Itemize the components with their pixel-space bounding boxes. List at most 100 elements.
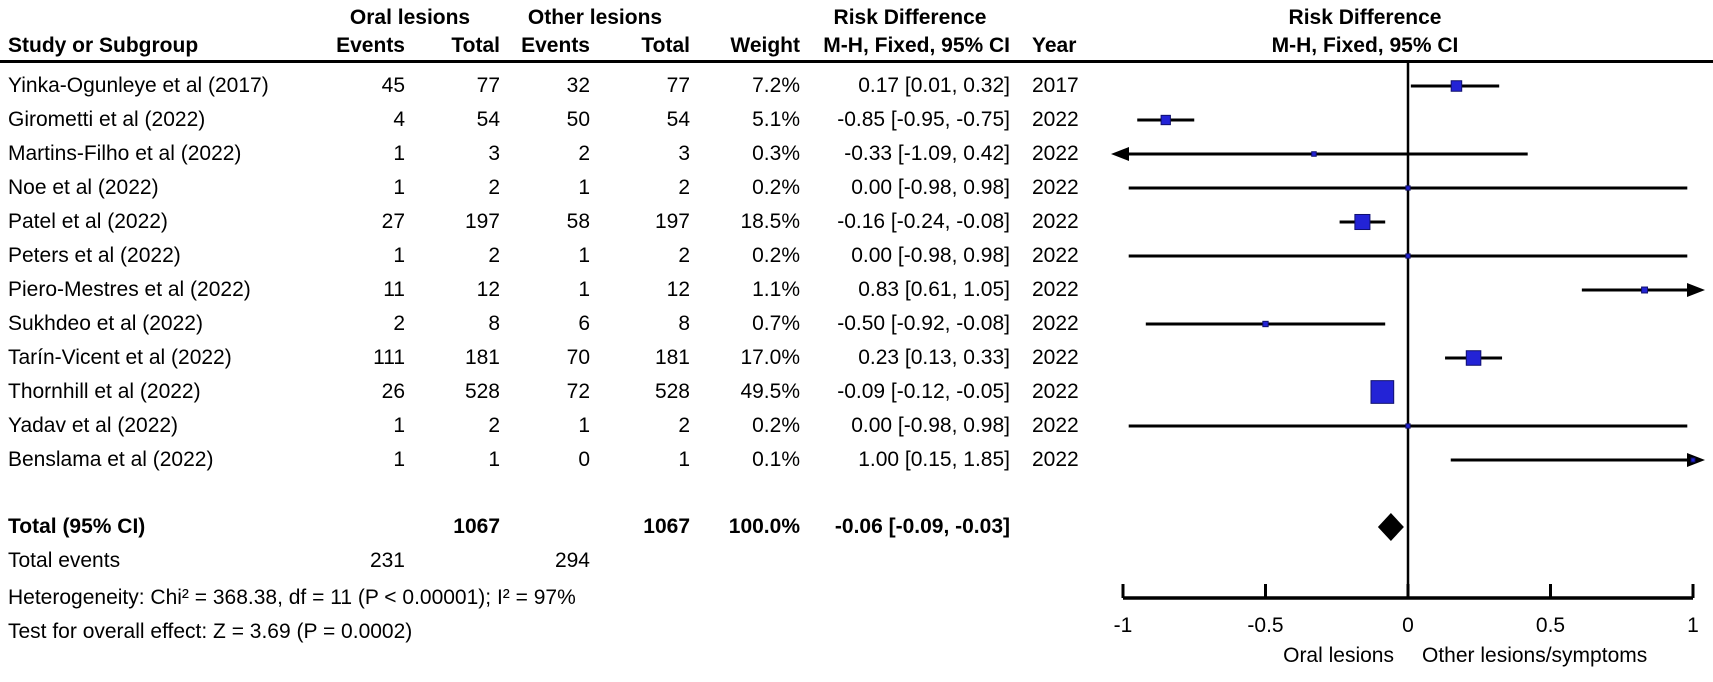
weight: 5.1% (752, 108, 800, 131)
ci-text: -0.50 [-0.92, -0.08] (837, 312, 1010, 335)
ci-text: 0.00 [-0.98, 0.98] (851, 244, 1010, 267)
ci-text: 0.23 [0.13, 0.33] (858, 346, 1010, 369)
study-row: Yadav et al (2022) 1 2 1 2 0.2% 0.00 [-0.98, 0… (0, 409, 1079, 443)
year: 2017 (1032, 74, 1079, 97)
events-oral: 4 (393, 108, 405, 131)
plot-header-mh-fixed-ci: M-H, Fixed, 95% CI (1271, 34, 1459, 57)
total-events-other: 294 (554, 549, 590, 572)
effect-marker (1160, 114, 1171, 126)
events-oral: 2 (393, 312, 405, 335)
total-oral: 197 (464, 210, 500, 233)
total-oral: 181 (464, 346, 500, 369)
study-row: Tarín-Vicent et al (2022) 111 181 70 181 17.0… (0, 341, 1079, 375)
right-arrow (1687, 283, 1705, 297)
weight: 18.5% (740, 210, 800, 233)
total-oral: 1 (488, 448, 500, 471)
total-other: 54 (666, 108, 690, 131)
column-header-total-other: Total (641, 34, 690, 57)
axis-tick-label: 1 (1687, 614, 1699, 637)
weight: 0.2% (752, 176, 800, 199)
events-other: 58 (566, 210, 590, 233)
effect-marker (1354, 213, 1371, 231)
total-events-oral: 231 (369, 549, 405, 572)
events-other: 0 (578, 448, 590, 471)
study-name: Tarín-Vicent et al (2022) (8, 346, 232, 369)
events-other: 70 (566, 346, 590, 369)
total-other: 77 (666, 74, 690, 97)
right-arrow (1687, 453, 1705, 467)
total-other: 181 (654, 346, 690, 369)
column-group-oral-lesions: Oral lesions (349, 6, 471, 29)
study-row: Yinka-Ogunleye et al (2017) 45 77 32 77 7.2% 0… (0, 69, 1079, 103)
total-other: 1 (678, 448, 690, 471)
weight: 0.2% (752, 244, 800, 267)
total-other: 8 (678, 312, 690, 335)
favors-left-label: Oral lesions (1283, 644, 1394, 667)
total-other: 2 (678, 244, 690, 267)
year: 2022 (1032, 210, 1079, 233)
events-oral: 111 (373, 346, 405, 369)
effect-marker (1370, 380, 1395, 404)
left-arrow (1111, 147, 1129, 161)
header-rule (0, 60, 1713, 63)
total-oral: 2 (488, 244, 500, 267)
effect-marker (1690, 457, 1696, 463)
study-name: Benslama et al (2022) (8, 448, 214, 471)
study-name: Martins-Filho et al (2022) (8, 142, 242, 165)
total-oral: 54 (476, 108, 500, 131)
total-oral: 3 (488, 142, 500, 165)
events-other: 72 (566, 380, 590, 403)
events-oral: 1 (393, 176, 405, 199)
total-ci-text: -0.06 [-0.09, -0.03] (834, 515, 1010, 538)
events-oral: 11 (383, 278, 405, 301)
weight: 0.7% (752, 312, 800, 335)
events-other: 1 (578, 278, 590, 301)
ci-text: 0.00 [-0.98, 0.98] (851, 176, 1010, 199)
events-oral: 1 (393, 142, 405, 165)
total-other: 197 (654, 210, 690, 233)
study-name: Patel et al (2022) (8, 210, 168, 233)
events-other: 2 (578, 142, 590, 165)
favors-right-label: Other lesions/symptoms (1422, 644, 1647, 667)
plot-header-risk-difference: Risk Difference (1288, 6, 1442, 29)
axis-tick-label: 0.5 (1536, 614, 1565, 637)
events-oral: 1 (393, 448, 405, 471)
study-row: Martins-Filho et al (2022) 1 3 2 3 0.3% -0.33 … (0, 137, 1079, 171)
overall-effect-text: Test for overall effect: Z = 3.69 (P = 0… (8, 620, 413, 643)
column-header-weight: Weight (730, 34, 800, 57)
effect-marker (1405, 253, 1411, 259)
effect-marker (1311, 151, 1317, 157)
weight: 17.0% (740, 346, 800, 369)
ci-text: -0.85 [-0.95, -0.75] (837, 108, 1010, 131)
weight: 1.1% (752, 278, 800, 301)
year: 2022 (1032, 380, 1079, 403)
effect-marker (1450, 80, 1463, 92)
study-row: Patel et al (2022) 27 197 58 197 18.5% -0.16 [… (0, 205, 1079, 239)
weight: 0.1% (752, 448, 800, 471)
column-header-events-oral: Events (336, 34, 405, 57)
study-row: Piero-Mestres et al (2022) 11 12 1 12 1.1% 0.8… (0, 273, 1079, 307)
column-header-events-other: Events (521, 34, 590, 57)
column-header-mh-fixed-ci: M-H, Fixed, 95% CI (823, 34, 1010, 57)
effect-marker (1465, 350, 1482, 366)
total-weight: 100.0% (728, 515, 800, 538)
events-other: 1 (578, 414, 590, 437)
events-oral: 45 (381, 74, 405, 97)
total-label: Total (95% CI) (8, 515, 146, 538)
ci-text: 0.00 [-0.98, 0.98] (851, 414, 1010, 437)
ci-text: -0.16 [-0.24, -0.08] (837, 210, 1010, 233)
events-oral: 1 (393, 244, 405, 267)
study-name: Girometti et al (2022) (8, 108, 206, 131)
total-oral: 12 (476, 278, 500, 301)
year: 2022 (1032, 244, 1079, 267)
events-other: 32 (566, 74, 590, 97)
study-row: Thornhill et al (2022) 26 528 72 528 49.5% -0.… (0, 375, 1079, 409)
effect-marker (1405, 185, 1411, 191)
total-oral: 8 (488, 312, 500, 335)
events-oral: 26 (381, 380, 405, 403)
study-name: Yadav et al (2022) (8, 414, 179, 437)
events-other: 50 (566, 108, 590, 131)
study-name: Noe et al (2022) (8, 176, 159, 199)
events-oral: 27 (381, 210, 405, 233)
summary-diamond (1377, 513, 1404, 541)
